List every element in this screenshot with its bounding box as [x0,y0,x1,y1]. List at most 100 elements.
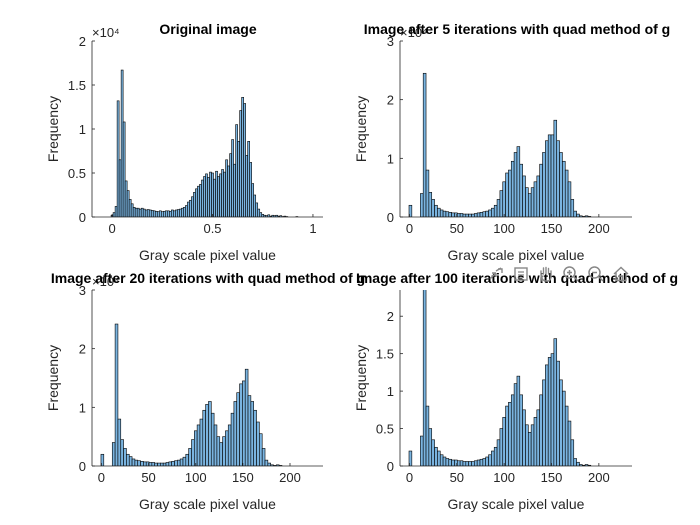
zoom-out-icon[interactable] [584,263,608,285]
pan-hand-icon[interactable] [534,263,558,285]
histogram-bar [485,210,489,217]
x-tick-label: 0 [406,221,413,236]
histogram-bar [491,450,495,466]
subplot-title: Image after 100 iterations with quad met… [356,270,678,286]
histogram-bar [193,192,196,217]
x-tick-label: 0 [108,221,115,236]
data-tips-icon[interactable] [509,263,533,285]
histogram-bar [496,199,501,217]
histogram-bar [194,430,198,466]
histogram-bar [493,446,498,466]
histogram-bar [462,213,467,217]
histogram-bar [576,213,580,217]
y-tick-label: 3 [387,34,394,49]
histogram-bar [207,177,210,217]
x-tick-label: 150 [541,221,563,236]
histogram-bar [123,448,127,466]
histogram-bar [462,461,467,466]
x-tick-label: 1 [309,221,316,236]
histogram-bar [553,338,558,466]
histogram-bar [124,180,128,217]
histogram-bar [448,458,452,466]
histogram-bar [545,364,549,466]
histogram-bar [522,175,526,217]
histogram-bar [215,170,218,217]
histogram-bar [175,209,178,217]
histogram-bar [502,417,506,466]
histogram-bar [154,210,158,217]
histogram-bar [205,173,208,217]
histogram-bar [550,134,555,217]
y-tick-label: 1 [387,384,394,399]
histogram-bar [564,169,569,217]
histogram-bar [499,428,504,466]
histogram-bar [216,436,221,466]
histogram-bar [134,459,139,466]
histogram-bar [510,160,515,217]
histogram-bar [479,458,484,466]
histogram-bar [547,357,552,466]
histogram-bar [222,436,226,466]
histogram-bar [137,460,141,466]
histogram-bar [243,103,246,217]
histogram-bar [181,207,184,217]
histogram-bar [256,421,260,466]
histogram-bar [111,442,116,466]
subplot-2: 0 50 100 150 200 0 1 2 3 ×10⁴ Gray scale pixel val… [353,21,670,263]
histogram-bar [539,163,543,217]
histogram-bar [425,169,430,217]
histogram-bar [491,207,495,217]
histogram-bar [241,97,244,217]
histogram-bar [117,418,122,466]
histogram-bar [505,172,509,217]
zoom-in-icon[interactable] [559,263,583,285]
y-tick-label: 0 [79,210,86,225]
histogram-bar [225,430,229,466]
y-axis-label: Frequency [45,96,61,162]
histogram-bar [116,100,120,217]
histogram-bar [448,212,452,217]
histogram-bar [189,199,192,217]
histogram-bar [510,394,515,466]
histogram-bar [562,160,566,217]
histogram-bar [185,453,189,466]
histogram-bar [468,461,472,466]
histogram-bar [442,456,447,466]
histogram-bar [150,210,154,217]
histogram-bar [420,435,424,466]
histogram-bar [203,176,206,217]
histogram-bar [408,204,413,217]
axes-toolbar [484,263,634,285]
y-tick-label: 0 [387,459,394,474]
histogram-bar [179,208,182,217]
histogram-bar [434,446,438,466]
histogram-bar [422,72,427,217]
export-icon[interactable] [484,263,508,285]
subplot-title: Original image [159,21,256,37]
histogram-bar [468,213,472,217]
histogram-bar [233,163,236,217]
x-tick-label: 50 [450,470,464,485]
histogram-bar [128,456,133,466]
histogram-bar [225,159,228,217]
histogram-bar [533,417,538,466]
histogram-bar [513,152,518,217]
y-exponent-label: ×10⁴ [92,274,120,289]
home-icon[interactable] [609,263,633,285]
histogram-bar [179,458,184,466]
histogram-bar [140,207,144,217]
y-tick-label: 1 [79,400,86,415]
y-exponent-label: ×10⁴ [400,25,428,40]
histogram-bar [140,461,144,466]
histogram-bar [131,458,136,466]
histogram-bar [556,140,560,217]
histogram-bar [559,379,563,466]
histogram-bar [488,454,492,466]
histogram-bar [146,209,150,217]
histogram-bar [219,173,222,217]
histogram-bar [567,420,572,466]
histogram-bar [209,171,212,217]
y-tick-label: 3 [79,283,86,298]
histogram-bar [128,199,132,217]
y-tick-label: 0.5 [376,422,394,437]
